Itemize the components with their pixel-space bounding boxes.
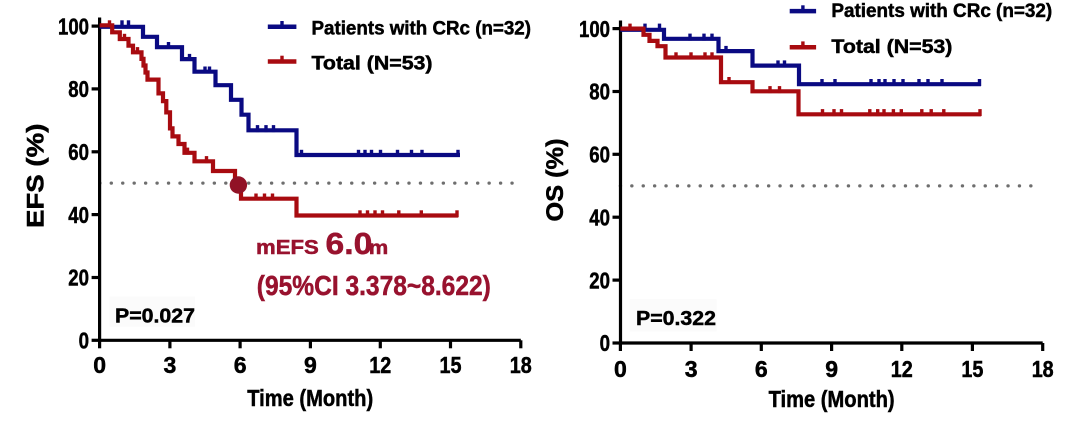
svg-text:9: 9 [304, 352, 317, 378]
svg-text:12: 12 [369, 352, 391, 378]
svg-text:P=0.027: P=0.027 [115, 305, 195, 328]
svg-text:Patients with CRc (n=32): Patients with CRc (n=32) [312, 18, 532, 40]
svg-text:0: 0 [93, 352, 106, 378]
svg-text:3: 3 [164, 352, 177, 378]
svg-text:3: 3 [685, 356, 698, 382]
svg-text:P=0.322: P=0.322 [636, 307, 716, 330]
svg-text:6: 6 [755, 356, 768, 382]
svg-text:100: 100 [579, 16, 610, 42]
svg-text:(95%CI 3.378~8.622): (95%CI 3.378~8.622) [257, 270, 491, 301]
svg-text:60: 60 [68, 139, 89, 165]
svg-text:EFS (%): EFS (%) [22, 124, 49, 229]
svg-text:100: 100 [58, 13, 89, 39]
svg-text:Total (N=53): Total (N=53) [312, 53, 433, 75]
svg-text:Time (Month): Time (Month) [769, 386, 895, 412]
svg-text:9: 9 [825, 356, 838, 382]
svg-text:6: 6 [234, 352, 247, 378]
svg-text:0: 0 [600, 330, 610, 356]
svg-text:0: 0 [79, 328, 89, 354]
svg-text:15: 15 [440, 352, 462, 378]
svg-text:12: 12 [891, 356, 913, 382]
svg-text:20: 20 [68, 265, 89, 291]
svg-text:OS (%): OS (%) [542, 139, 569, 222]
svg-text:18: 18 [510, 352, 532, 378]
svg-text:Patients with CRc (n=32): Patients with CRc (n=32) [831, 0, 1052, 22]
svg-text:60: 60 [589, 142, 610, 168]
svg-text:Time (Month): Time (Month) [247, 385, 373, 411]
svg-text:40: 40 [589, 204, 610, 230]
svg-text:m: m [369, 237, 389, 259]
svg-text:40: 40 [68, 202, 89, 228]
svg-text:80: 80 [68, 76, 89, 102]
svg-text:6.0: 6.0 [326, 226, 373, 261]
svg-text:Total (N=53): Total (N=53) [831, 36, 952, 58]
svg-text:20: 20 [589, 267, 610, 293]
svg-text:80: 80 [589, 79, 610, 105]
svg-text:15: 15 [961, 356, 983, 382]
svg-text:18: 18 [1032, 356, 1054, 382]
svg-text:0: 0 [614, 356, 627, 382]
svg-text:mEFS: mEFS [256, 236, 319, 259]
